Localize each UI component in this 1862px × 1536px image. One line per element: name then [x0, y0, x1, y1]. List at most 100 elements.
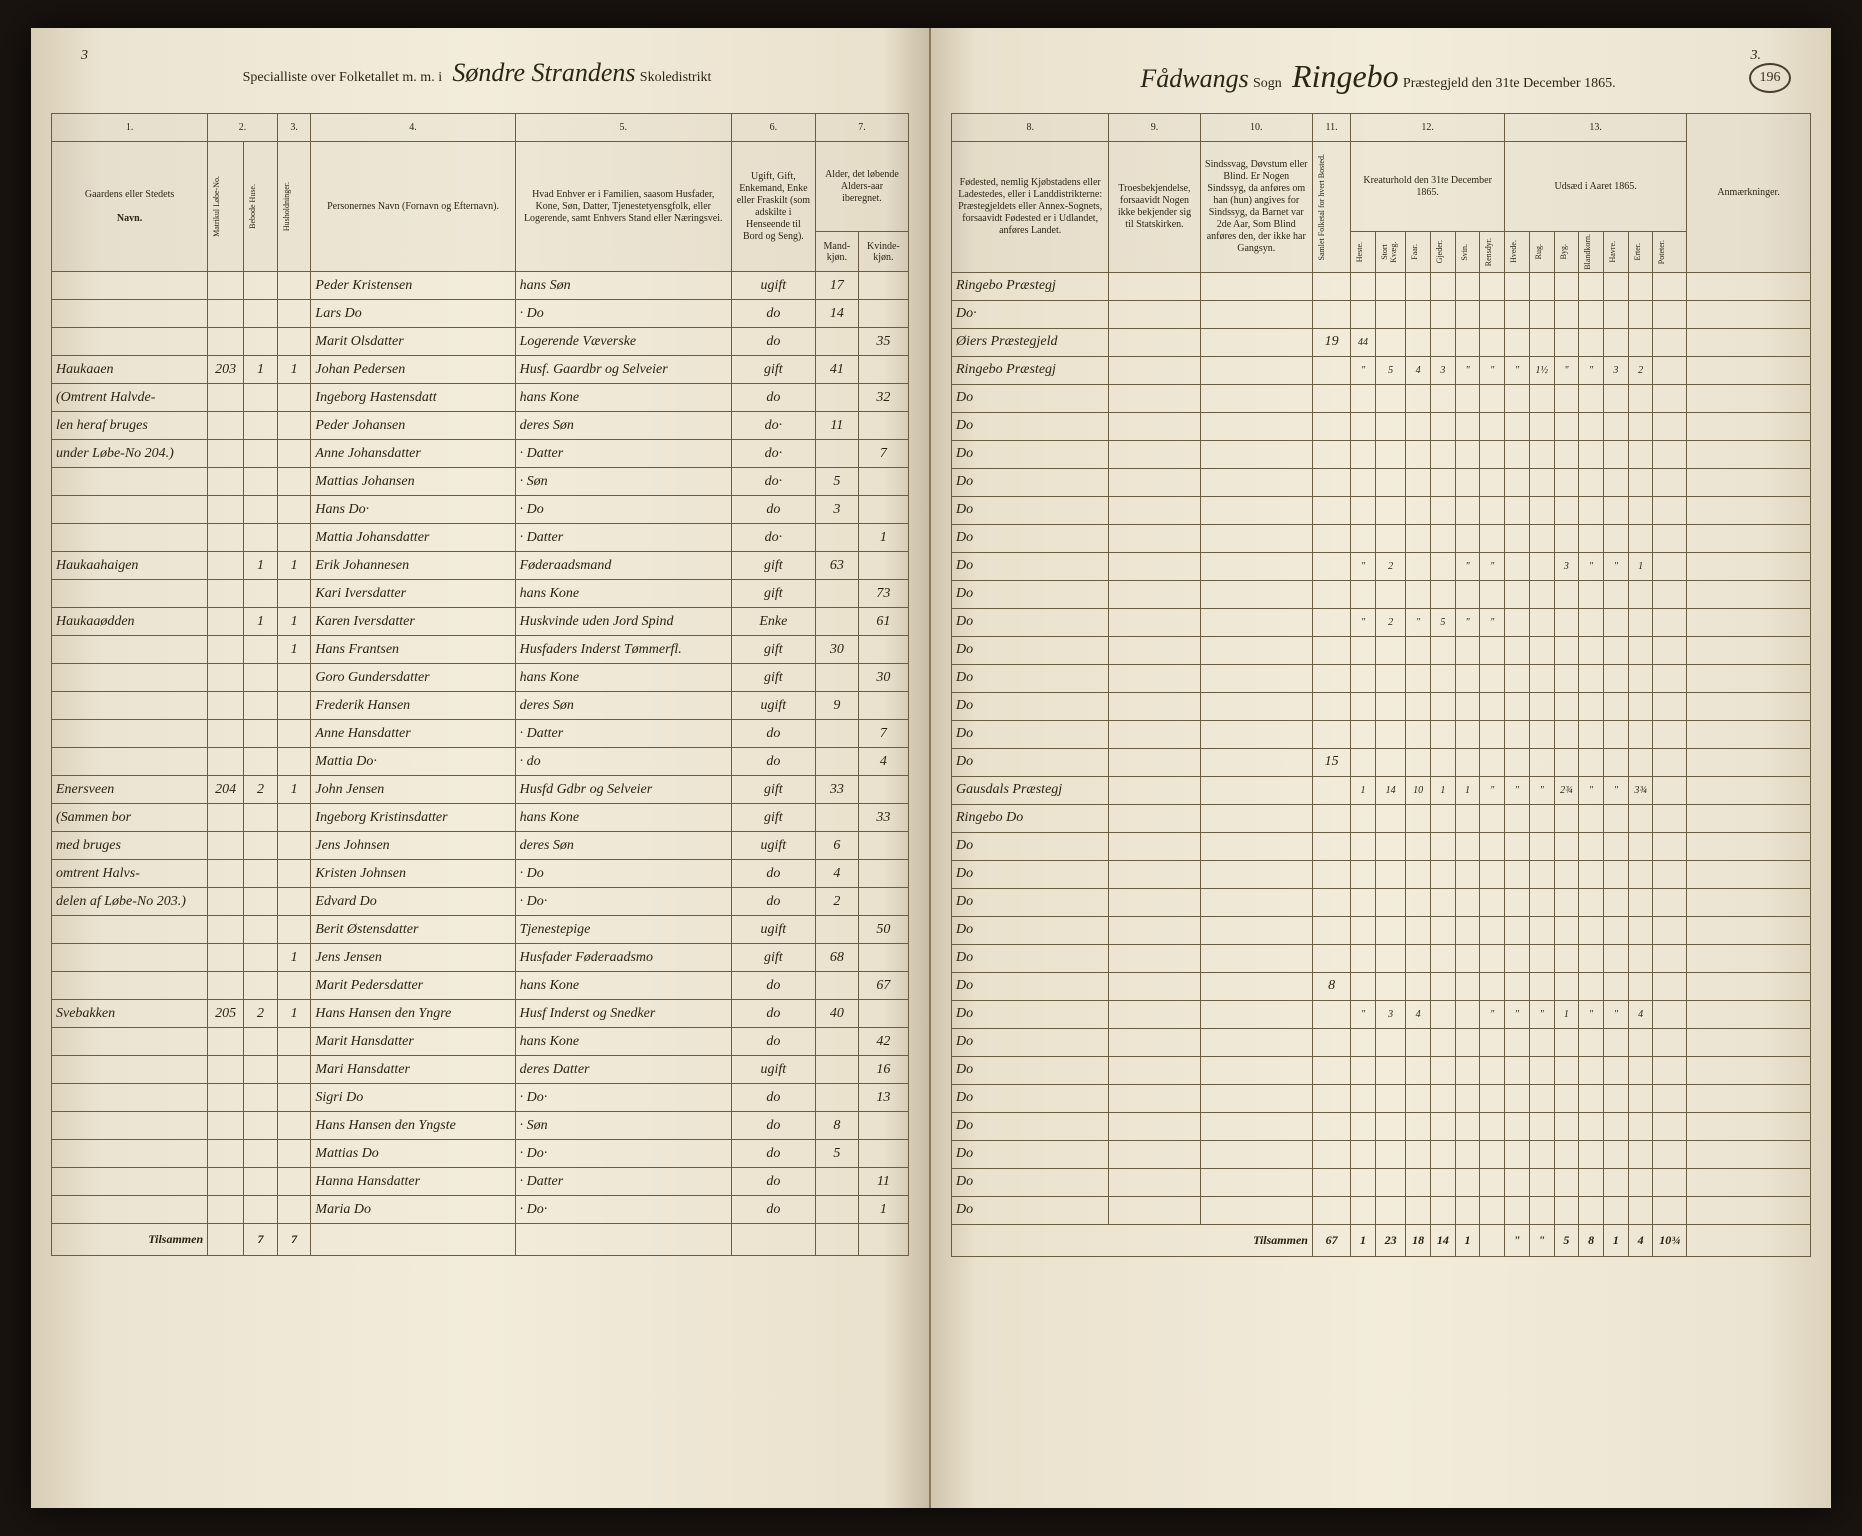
cell-k13: [1505, 832, 1530, 860]
table-row: Mari Hansdatterderes Datterugift16: [52, 1056, 909, 1084]
cell-m: 8: [815, 1112, 858, 1140]
cell-k13: [1604, 580, 1629, 608]
table-row: Hans Hansen den Yngste· Søndo8: [52, 1112, 909, 1140]
cell-tro: [1109, 1140, 1200, 1168]
cell-sind: [1200, 748, 1312, 776]
cell-mat: [208, 552, 244, 580]
cell-hus: 2: [244, 1000, 278, 1028]
table-row: Do"2""3""1: [952, 552, 1811, 580]
cell-hus: [244, 440, 278, 468]
cell-k13: [1529, 832, 1554, 860]
cell-k12: [1375, 944, 1405, 972]
cell-k13: [1505, 384, 1530, 412]
cell-navn: Hans Frantsen: [311, 636, 515, 664]
cell-k12: [1351, 1056, 1376, 1084]
cell-navn: Marit Olsdatter: [311, 328, 515, 356]
cell-k13: [1554, 888, 1579, 916]
cell-k13: [1628, 944, 1653, 972]
table-row: Hans Do·· Dodo3: [52, 496, 909, 524]
table-row: Kari Iversdatterhans Konegift73: [52, 580, 909, 608]
cell-m: [815, 1196, 858, 1224]
cell-anm: [1687, 916, 1811, 944]
cell-k12: 3: [1430, 356, 1455, 384]
sub13-head: Poteter.: [1653, 232, 1687, 273]
cell-k13: [1628, 496, 1653, 524]
cell-k: 30: [858, 664, 908, 692]
cell-k13: [1554, 944, 1579, 972]
cell-k12: [1480, 944, 1505, 972]
cell-sind: [1200, 860, 1312, 888]
cell-hh: 1: [277, 1000, 311, 1028]
cell-gaard: [52, 524, 208, 552]
table-row: Haukaaødden11Karen IversdatterHuskvinde …: [52, 608, 909, 636]
cell-k13: [1628, 412, 1653, 440]
cell-m: [815, 384, 858, 412]
cell-k13: [1505, 524, 1530, 552]
cell-c11: [1312, 944, 1350, 972]
cell-k12: [1455, 1028, 1480, 1056]
cell-k12: [1351, 888, 1376, 916]
cell-hh: [277, 384, 311, 412]
cell-fam: · Datter: [515, 524, 731, 552]
cell-k13: [1554, 1056, 1579, 1084]
cell-k13: [1579, 860, 1604, 888]
cell-k12: [1430, 944, 1455, 972]
cell-k12: [1455, 860, 1480, 888]
cell-mat: [208, 1196, 244, 1224]
sub13-head: Rug.: [1529, 232, 1554, 273]
cell-hus: [244, 720, 278, 748]
cell-k13: [1653, 1112, 1687, 1140]
cell-k12: ": [1455, 356, 1480, 384]
cell-k12: ": [1480, 552, 1505, 580]
cell-k: [858, 496, 908, 524]
cell-k12: [1351, 1112, 1376, 1140]
cell-hus: [244, 300, 278, 328]
cell-k13: [1579, 720, 1604, 748]
cell-fode: Do: [952, 440, 1109, 468]
head-alder: Alder, det løbende Alders-aar iberegnet.: [815, 142, 908, 232]
cell-c11: [1312, 1084, 1350, 1112]
cell-fode: Do: [952, 580, 1109, 608]
cell-k13: [1604, 944, 1629, 972]
cell-k12: [1430, 412, 1455, 440]
cell-navn: Peder Kristensen: [311, 272, 515, 300]
cell-fam: · Do·: [515, 1196, 731, 1224]
cell-k12: [1480, 860, 1505, 888]
cell-k13: [1554, 272, 1579, 300]
cell-sind: [1200, 1112, 1312, 1140]
cell-k12: [1406, 1056, 1431, 1084]
cell-c11: [1312, 804, 1350, 832]
cell-tro: [1109, 636, 1200, 664]
cell-k13: [1579, 1028, 1604, 1056]
cell-k12: [1375, 328, 1405, 356]
cell-k13: [1653, 664, 1687, 692]
cell-fode: Do: [952, 888, 1109, 916]
cell-k13: [1604, 1140, 1629, 1168]
cell-gaard: Haukaaen: [52, 356, 208, 384]
cell-tro: [1109, 608, 1200, 636]
table-row: Do: [952, 468, 1811, 496]
cell-sind: [1200, 888, 1312, 916]
cell-k13: [1604, 384, 1629, 412]
cell-k13: [1529, 1084, 1554, 1112]
cell-c11: 15: [1312, 748, 1350, 776]
cell-gaard: [52, 720, 208, 748]
cell-k12: [1375, 524, 1405, 552]
cell-k: 35: [858, 328, 908, 356]
cell-tro: [1109, 804, 1200, 832]
cell-gaard: [52, 1028, 208, 1056]
cell-k12: [1375, 636, 1405, 664]
cell-k12: [1480, 440, 1505, 468]
cell-k13: [1628, 972, 1653, 1000]
cell-stand: do: [731, 1000, 815, 1028]
cell-k12: [1406, 300, 1431, 328]
cell-k13: [1505, 1056, 1530, 1084]
cell-k12: [1406, 524, 1431, 552]
cell-k12: ": [1455, 608, 1480, 636]
cell-mat: [208, 496, 244, 524]
table-row: Do8: [952, 972, 1811, 1000]
cell-fode: Do: [952, 468, 1109, 496]
cell-k13: 1: [1628, 552, 1653, 580]
cell-k13: [1604, 412, 1629, 440]
cell-k: 7: [858, 720, 908, 748]
